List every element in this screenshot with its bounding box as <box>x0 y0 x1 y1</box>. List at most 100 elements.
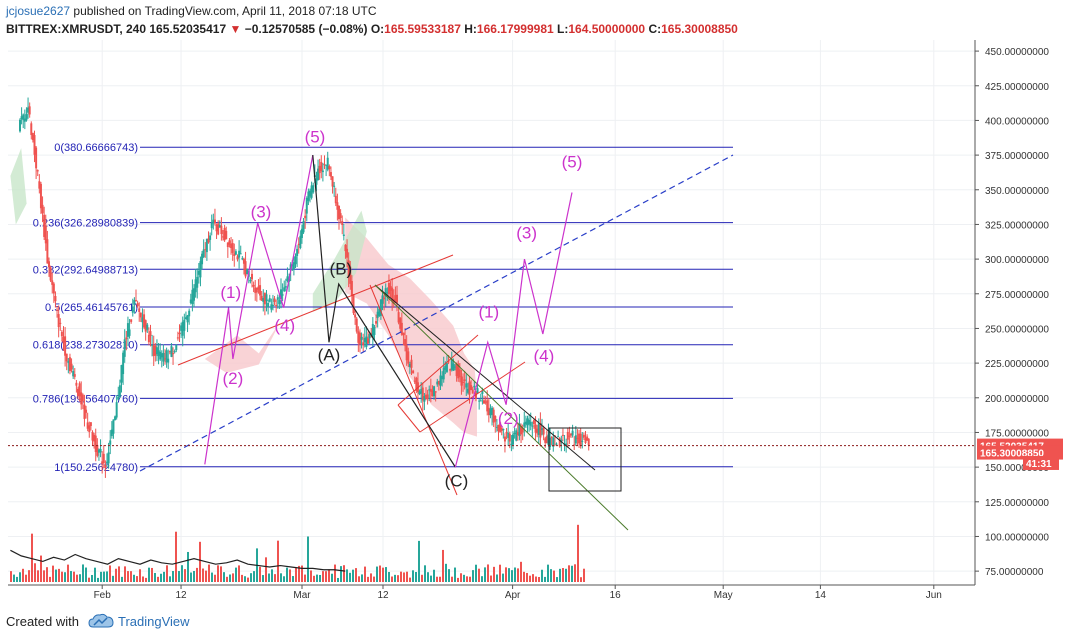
candle-body <box>273 298 276 302</box>
close-label: C: <box>648 22 662 36</box>
wave-label: (2) <box>498 409 519 428</box>
candle-body <box>89 422 92 426</box>
volume-bar <box>340 566 342 582</box>
chart-header: jcjosue2627 published on TradingView.com… <box>0 0 1067 40</box>
candle-body <box>188 310 191 317</box>
candle-body <box>196 276 199 288</box>
volume-bar <box>388 571 390 582</box>
volume-bar <box>121 576 123 582</box>
volume-bar <box>547 564 549 582</box>
candle-body <box>449 369 452 371</box>
candle-body <box>88 425 91 433</box>
candle-body <box>160 353 163 358</box>
volume-bar <box>361 574 363 582</box>
candle-body <box>215 224 218 232</box>
candle-body <box>383 297 386 300</box>
candle-body <box>104 465 107 469</box>
candle-body <box>478 400 481 402</box>
time-axis[interactable]: Feb 12 Mar 12 Apr 16 May 14 Jun <box>8 584 975 601</box>
volume-bar <box>307 536 309 582</box>
volume-bar <box>208 564 210 582</box>
candle-body <box>97 449 100 453</box>
volume-bar <box>265 557 267 582</box>
y-tick-label: 450.00000000 <box>985 47 1049 58</box>
candle-body <box>499 422 502 433</box>
volume-bar <box>61 571 63 582</box>
volume-bar <box>82 564 84 582</box>
candle-body <box>408 363 411 367</box>
volume-bar <box>274 574 276 582</box>
price-axis[interactable]: 450.00000000 425.00000000 400.00000000 375.… <box>974 40 1063 585</box>
volume-bar <box>199 541 201 582</box>
candle-body <box>420 389 423 394</box>
candle-body <box>193 288 195 301</box>
candle-body <box>470 385 473 391</box>
candle-body <box>59 322 62 324</box>
volume-bar <box>355 568 357 582</box>
volume-bar <box>211 572 213 582</box>
price-series <box>19 97 590 478</box>
volume-bar <box>58 568 60 582</box>
volume-bar <box>394 574 396 582</box>
volume-bar <box>88 577 90 582</box>
volume-bar <box>358 576 360 582</box>
candle-body <box>412 370 415 374</box>
y-tick-label: 400.00000000 <box>985 116 1049 127</box>
candle-body <box>462 381 465 383</box>
candle-body <box>342 234 345 237</box>
candle-body <box>162 352 165 362</box>
candle-body <box>521 427 524 433</box>
fib-label: 0.382(292.64988713) <box>33 264 138 276</box>
drawings[interactable] <box>8 154 975 531</box>
volume-bar <box>295 567 297 582</box>
candle-body <box>397 312 400 323</box>
fib-label: 0.236(326.28980839) <box>33 218 138 230</box>
volume-bar <box>436 576 438 582</box>
volume-bar <box>448 569 450 582</box>
candle-body <box>207 238 210 243</box>
candle-body <box>526 418 529 426</box>
candle-body <box>375 321 378 324</box>
price-chart[interactable]: 0(380.66666743) 0.236(326.28980839) 0.382(… <box>0 0 1067 608</box>
fibonacci-retracement[interactable]: 0(380.66666743) 0.236(326.28980839) 0.382(… <box>33 142 733 474</box>
candle-body <box>483 400 485 404</box>
candle-body <box>426 394 429 399</box>
candle-body <box>201 253 204 265</box>
volume-bar <box>313 575 315 582</box>
candle-body <box>286 276 289 281</box>
volume-bar <box>454 567 456 582</box>
volume-bar <box>496 574 498 582</box>
candle-body <box>524 421 527 425</box>
author-link[interactable]: jcjosue2627 <box>6 4 71 18</box>
volume-bar <box>397 575 399 582</box>
volume-bar <box>25 574 27 582</box>
candle-body <box>38 181 41 189</box>
volume-bar <box>217 565 219 582</box>
candle-body <box>22 114 25 120</box>
candle-body <box>300 228 303 238</box>
volume-bar <box>223 572 225 582</box>
candle-body <box>334 195 337 204</box>
volume-bar <box>73 571 75 582</box>
candle-body <box>315 178 318 185</box>
candle-body <box>560 439 563 443</box>
volume-bar <box>544 576 546 582</box>
candle-body <box>233 253 236 256</box>
volume-bar <box>520 561 522 582</box>
candle-body <box>68 357 71 372</box>
candle-body <box>437 381 440 385</box>
open-label: O: <box>370 22 385 36</box>
wave-label: (4) <box>534 347 555 366</box>
volume-bar <box>139 569 141 582</box>
volume-bar <box>472 570 474 582</box>
volume-bar <box>286 567 288 582</box>
price-change: −0.12570585 (−0.08%) <box>244 22 368 36</box>
candle-body <box>44 225 47 244</box>
candle-body <box>513 432 516 434</box>
candle-body <box>165 350 168 363</box>
candle-body <box>117 396 120 400</box>
tradingview-brand-link[interactable]: TradingView <box>118 614 190 629</box>
candle-body <box>531 425 534 427</box>
volume-bar <box>514 567 516 582</box>
volume-bar <box>67 564 69 582</box>
